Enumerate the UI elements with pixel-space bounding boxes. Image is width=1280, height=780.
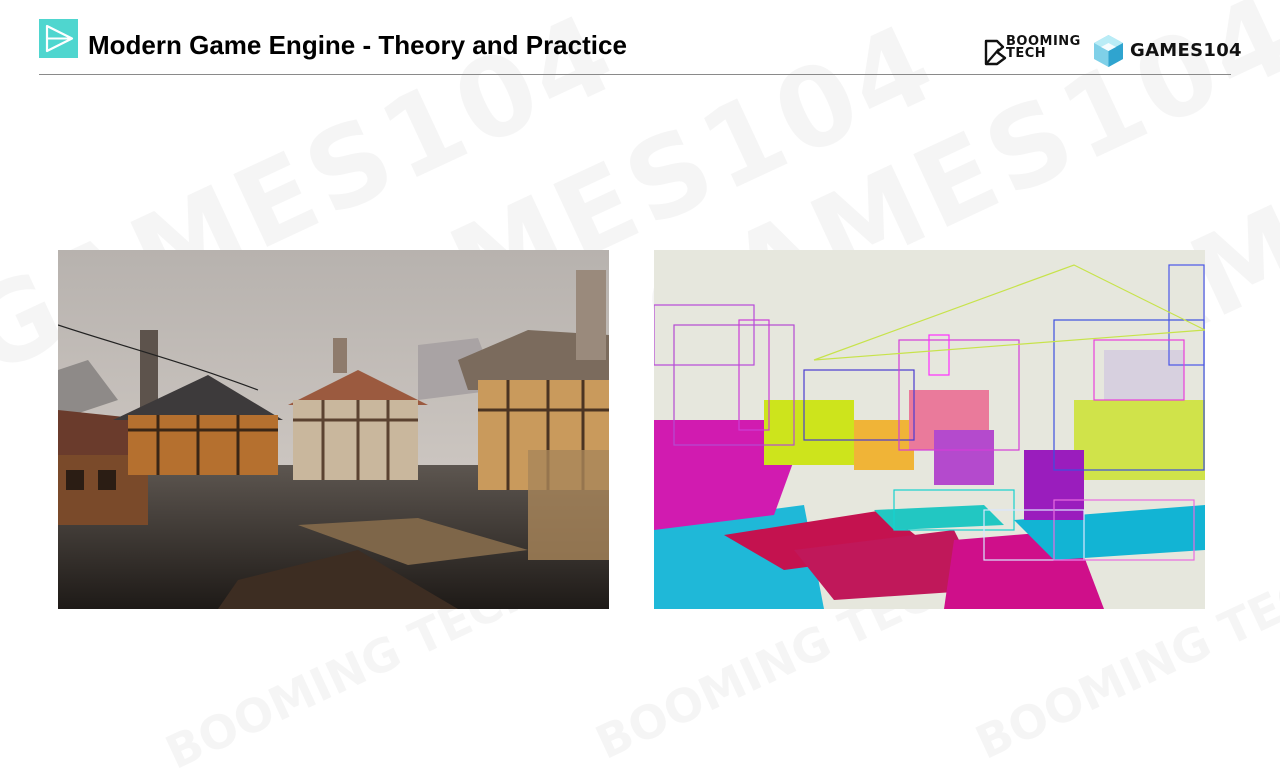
booming-tech-logo-icon [984,39,1007,66]
booming-text: BOOMING [1006,34,1081,49]
play-logo-icon [39,19,78,58]
games104-cube-icon [1094,35,1123,67]
bounding-volume-debug-render [654,250,1205,609]
medieval-town-shaded-image [58,250,609,609]
tech-text: TECH [1006,46,1047,61]
lit-town-render [58,250,609,609]
header-divider [39,74,1231,75]
booming-tech-logo-text: BOOMING TECH [1006,34,1081,61]
page-title: Modern Game Engine - Theory and Practice [88,30,627,60]
medieval-town-bounding-boxes-image [654,250,1205,609]
games104-logo-text: GAMES104 [1130,40,1242,61]
